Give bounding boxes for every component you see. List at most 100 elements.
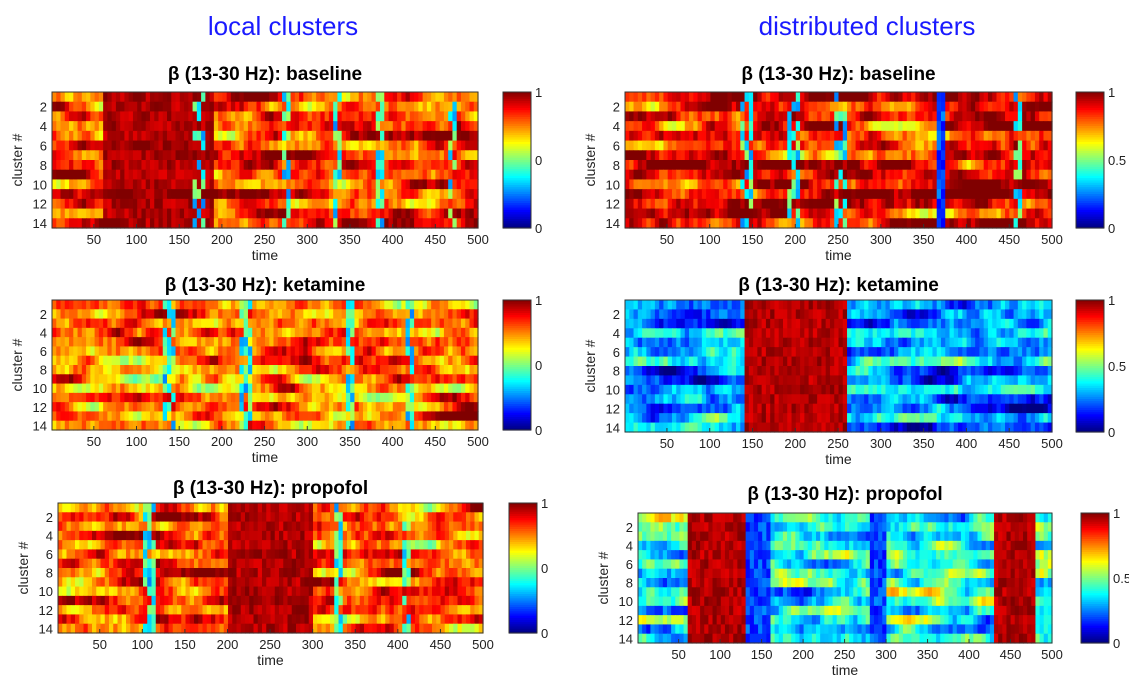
heatmap-cell [381, 614, 386, 625]
heatmap-cell [443, 374, 449, 385]
heatmap-cell [388, 309, 394, 320]
heatmap-cell [69, 355, 74, 366]
heatmap-cell [158, 101, 164, 113]
heatmap-cell [334, 614, 340, 625]
heatmap-cell [740, 111, 746, 122]
heatmap-cell [478, 530, 484, 541]
heatmap-cell [209, 318, 215, 329]
heatmap-cell [184, 218, 189, 229]
heatmap-cell [222, 101, 228, 113]
heatmap-cell [194, 549, 199, 560]
heatmap-cell [864, 101, 869, 113]
heatmap-cell [86, 208, 91, 219]
heatmap-cell [320, 111, 326, 122]
heatmap-cell [181, 577, 187, 588]
heatmap-cell [436, 549, 442, 560]
heatmap-cell [253, 530, 259, 541]
heatmap-cell [253, 549, 259, 560]
heatmap-cell [79, 549, 85, 560]
heatmap-cell [341, 208, 347, 219]
heatmap-cell [201, 300, 206, 310]
heatmap-cell [983, 101, 989, 113]
heatmap-cell [274, 614, 280, 625]
heatmap-cell [303, 121, 309, 132]
heatmap-cell [107, 402, 113, 413]
heatmap-cell [239, 130, 245, 142]
heatmap-cell [86, 150, 91, 161]
heatmap-cell [137, 150, 143, 161]
heatmap-cell [945, 121, 951, 132]
heatmap-cell [277, 140, 283, 151]
heatmap-cell [368, 503, 374, 513]
heatmap-cell [77, 365, 83, 375]
heatmap-cell [646, 121, 652, 132]
heatmap-cell [222, 130, 228, 142]
heatmap-cell [124, 121, 130, 132]
heatmap-cell [778, 111, 784, 122]
heatmap-cell [130, 540, 136, 551]
heatmap-cell [313, 586, 318, 597]
heatmap-cell [414, 130, 419, 142]
heatmap-cell [175, 318, 181, 329]
heatmap-cell [456, 420, 462, 431]
heatmap-cell [104, 623, 110, 634]
heatmap-cell [859, 92, 865, 103]
heatmap-cell [104, 614, 110, 625]
heatmap-cell [940, 92, 946, 103]
heatmap-cell [466, 549, 471, 560]
heatmap-cell [452, 140, 458, 151]
colorbar-segment [509, 526, 537, 530]
colorbar-segment [509, 555, 537, 558]
heatmap-cell [355, 577, 361, 588]
heatmap-cell [307, 179, 313, 190]
heatmap-cell [103, 402, 108, 413]
heatmap-cell [753, 111, 758, 122]
heatmap-cell [355, 512, 361, 523]
heatmap-cell [94, 318, 100, 329]
heatmap-cell [393, 549, 399, 560]
heatmap-cell [393, 512, 399, 523]
heatmap-cell [333, 111, 339, 122]
heatmap-cell [1039, 111, 1045, 122]
heatmap-cell [774, 130, 780, 142]
heatmap-cell [175, 130, 181, 142]
colorbar-segment [509, 518, 537, 521]
heatmap-cell [317, 614, 323, 625]
heatmap-cell [107, 121, 113, 132]
heatmap-cell [126, 623, 131, 634]
heatmap-cell [257, 586, 263, 597]
heatmap-cell [372, 558, 378, 569]
heatmap-cell [205, 101, 211, 113]
heatmap-cell [100, 595, 106, 606]
heatmap-cell [64, 318, 70, 329]
heatmap-cell [466, 623, 471, 634]
heatmap-cell [431, 130, 436, 142]
heatmap-cell [226, 300, 232, 310]
heatmap-cell [138, 586, 144, 597]
heatmap-cell [354, 383, 360, 394]
heatmap-cell [371, 179, 377, 190]
heatmap-cell [137, 189, 143, 200]
heatmap-cell [192, 198, 198, 210]
heatmap-cell [128, 150, 134, 161]
heatmap-cell [256, 309, 262, 320]
heatmap-cell [996, 111, 1002, 122]
heatmap-cell [277, 111, 283, 122]
heatmap-cell [283, 568, 289, 578]
heatmap-cell [405, 140, 411, 151]
heatmap-cell [358, 198, 364, 210]
heatmap-cell [443, 392, 449, 403]
heatmap-cell [385, 586, 391, 597]
heatmap-cell [983, 130, 989, 142]
heatmap-cell [249, 614, 255, 625]
heatmap-cell [164, 530, 170, 541]
heatmap-cell [218, 111, 223, 122]
heatmap-cell [184, 365, 189, 375]
heatmap-cell [252, 420, 258, 431]
heatmap-cell [274, 549, 280, 560]
heatmap-cell [273, 189, 279, 200]
heatmap-cell [128, 383, 134, 394]
heatmap-cell [291, 623, 297, 634]
heatmap-cell [367, 208, 373, 219]
heatmap-cell [727, 111, 733, 122]
